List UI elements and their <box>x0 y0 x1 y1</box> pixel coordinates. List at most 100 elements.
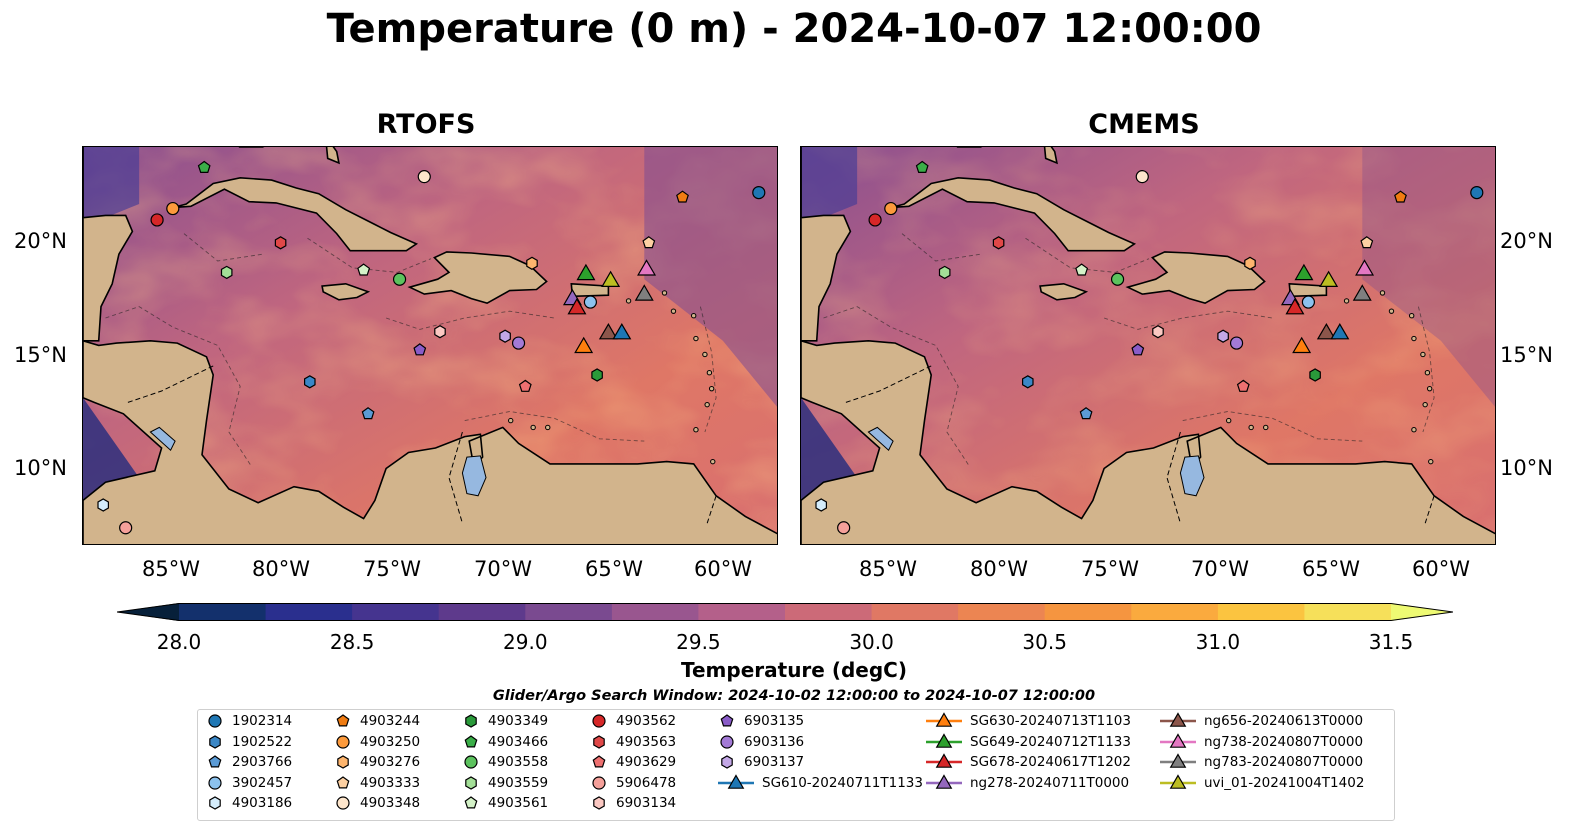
legend-label: 4903466 <box>488 733 549 750</box>
observation-marker-3902457[interactable] <box>583 295 598 309</box>
observation-marker-4903558[interactable] <box>392 272 407 286</box>
observation-marker-4903186[interactable] <box>97 498 109 512</box>
observation-marker-6903134[interactable] <box>434 325 446 339</box>
observation-marker-4903250[interactable] <box>884 201 898 216</box>
observation-marker-ng656-20240613T0000[interactable] <box>1316 323 1336 340</box>
pentagon-marker-icon <box>592 755 606 768</box>
observation-marker-4903466[interactable] <box>915 160 929 173</box>
observation-marker-4903559[interactable] <box>220 265 233 280</box>
legend-label: 4903186 <box>232 795 293 811</box>
legend-item: 1902522 <box>206 732 292 752</box>
observation-marker-2903766[interactable] <box>1079 407 1093 420</box>
observation-marker-1902314[interactable] <box>752 185 766 200</box>
observation-marker-ng738-20240807T0000[interactable] <box>1355 259 1375 276</box>
observation-marker-4903348[interactable] <box>417 170 431 184</box>
circle-marker-icon <box>592 775 606 790</box>
observation-marker-4903563[interactable] <box>992 236 1005 250</box>
triangle-marker-icon <box>926 753 962 768</box>
circle-marker-icon <box>592 714 606 728</box>
observation-marker-SG678-20240617T1202[interactable] <box>1285 297 1305 315</box>
observation-marker-ng738-20240807T0000[interactable] <box>637 259 657 276</box>
observation-marker-SG610-20240711T1133[interactable] <box>1330 323 1350 340</box>
land-polygon <box>325 147 340 165</box>
observation-marker-4903559[interactable] <box>938 265 951 280</box>
observation-marker-6903134[interactable] <box>1152 325 1164 339</box>
observation-marker-4903561[interactable] <box>357 263 371 276</box>
legend-label: 4903558 <box>488 754 549 770</box>
legend-item: 4903333 <box>334 773 420 793</box>
observation-marker-4903244[interactable] <box>676 190 689 203</box>
observation-marker-SG678-20240617T1202[interactable] <box>567 297 587 315</box>
lon-label-65w: 65°W <box>1302 557 1360 581</box>
legend-label: ng783-20240807T0000 <box>1204 754 1364 770</box>
observation-marker-5906478[interactable] <box>119 521 133 535</box>
colorbar-extend-low <box>117 603 179 621</box>
land-polygon <box>83 147 134 342</box>
observation-marker-1902314[interactable] <box>1470 185 1484 200</box>
observation-marker-6903137[interactable] <box>499 329 511 343</box>
observation-marker-SG630-20240713T1103[interactable] <box>1292 336 1312 354</box>
observation-marker-4903629[interactable] <box>1236 379 1250 392</box>
legend-item: 5906478 <box>590 773 676 793</box>
observation-marker-SG630-20240713T1103[interactable] <box>574 336 594 354</box>
observation-marker-4903276[interactable] <box>1244 256 1256 270</box>
legend-item: ng278-20240711T0000 <box>926 773 1129 793</box>
observation-marker-4903244[interactable] <box>1394 190 1407 203</box>
colorbar-tick-label: 31.5 <box>1368 630 1414 654</box>
map-canvas <box>83 147 777 544</box>
legend-item: uvi_01-20241004T1402 <box>1160 773 1364 793</box>
observation-marker-6903135[interactable] <box>1131 343 1145 356</box>
triangle-marker-icon <box>1160 773 1196 789</box>
observation-marker-1902522[interactable] <box>304 375 316 389</box>
observation-marker-ng783-20240807T0000[interactable] <box>634 284 654 301</box>
legend-item: 4903561 <box>462 793 548 813</box>
observation-marker-uvi_01-20241004T1402[interactable] <box>601 270 621 287</box>
observation-marker-SG610-20240711T1133[interactable] <box>612 323 632 340</box>
legend-item: SG610-20240711T1133 <box>718 773 923 793</box>
lon-label-65w: 65°W <box>585 557 643 581</box>
legend-label: SG649-20240712T1133 <box>970 733 1131 750</box>
colorbar-segment <box>265 603 353 621</box>
observation-marker-4903250[interactable] <box>166 201 180 216</box>
observation-marker-6903136[interactable] <box>1229 336 1244 350</box>
observation-marker-4903349[interactable] <box>1309 368 1321 382</box>
lon-label-70w: 70°W <box>474 557 532 581</box>
observation-marker-SG649-20240712T1133[interactable] <box>576 263 596 281</box>
observation-marker-4903349[interactable] <box>591 368 603 382</box>
observation-marker-4903466[interactable] <box>197 160 211 173</box>
observation-marker-4903562[interactable] <box>150 213 164 227</box>
observation-marker-4903629[interactable] <box>518 379 532 392</box>
circle-marker-icon <box>336 796 350 810</box>
observation-marker-4903186[interactable] <box>815 498 827 512</box>
observation-marker-4903348[interactable] <box>1135 170 1149 184</box>
observation-marker-ng783-20240807T0000[interactable] <box>1352 284 1372 301</box>
pentagon-marker-icon <box>720 714 734 727</box>
observation-marker-4903561[interactable] <box>1075 263 1089 276</box>
observation-marker-6903136[interactable] <box>511 336 526 350</box>
observation-marker-uvi_01-20241004T1402[interactable] <box>1319 270 1339 287</box>
observation-marker-4903562[interactable] <box>868 213 882 227</box>
observation-marker-3902457[interactable] <box>1301 295 1316 309</box>
triangle-marker-icon <box>718 773 754 789</box>
observation-marker-6903135[interactable] <box>413 343 427 356</box>
observation-marker-SG649-20240712T1133[interactable] <box>1294 263 1314 281</box>
cmems-map[interactable] <box>800 146 1496 545</box>
panel-title-rtofs: RTOFS <box>376 109 476 140</box>
observation-marker-4903333[interactable] <box>642 236 656 249</box>
legend-label: 4903333 <box>360 774 421 791</box>
rtofs-map[interactable] <box>82 146 778 545</box>
observation-marker-4903563[interactable] <box>274 236 287 250</box>
hexagon-marker-icon <box>465 775 477 790</box>
observation-marker-2903766[interactable] <box>361 407 375 420</box>
observation-marker-1902522[interactable] <box>1022 375 1034 389</box>
legend-item: 4903466 <box>462 732 548 752</box>
observation-marker-ng656-20240613T0000[interactable] <box>598 323 618 340</box>
circle-marker-icon <box>720 734 734 749</box>
observation-marker-4903333[interactable] <box>1360 236 1374 249</box>
triangle-marker-icon <box>1160 732 1196 748</box>
observation-marker-5906478[interactable] <box>837 521 851 535</box>
observation-marker-4903276[interactable] <box>526 256 538 270</box>
observation-marker-6903137[interactable] <box>1217 329 1229 343</box>
legend-label: 4903349 <box>488 713 549 729</box>
observation-marker-4903558[interactable] <box>1110 272 1125 286</box>
